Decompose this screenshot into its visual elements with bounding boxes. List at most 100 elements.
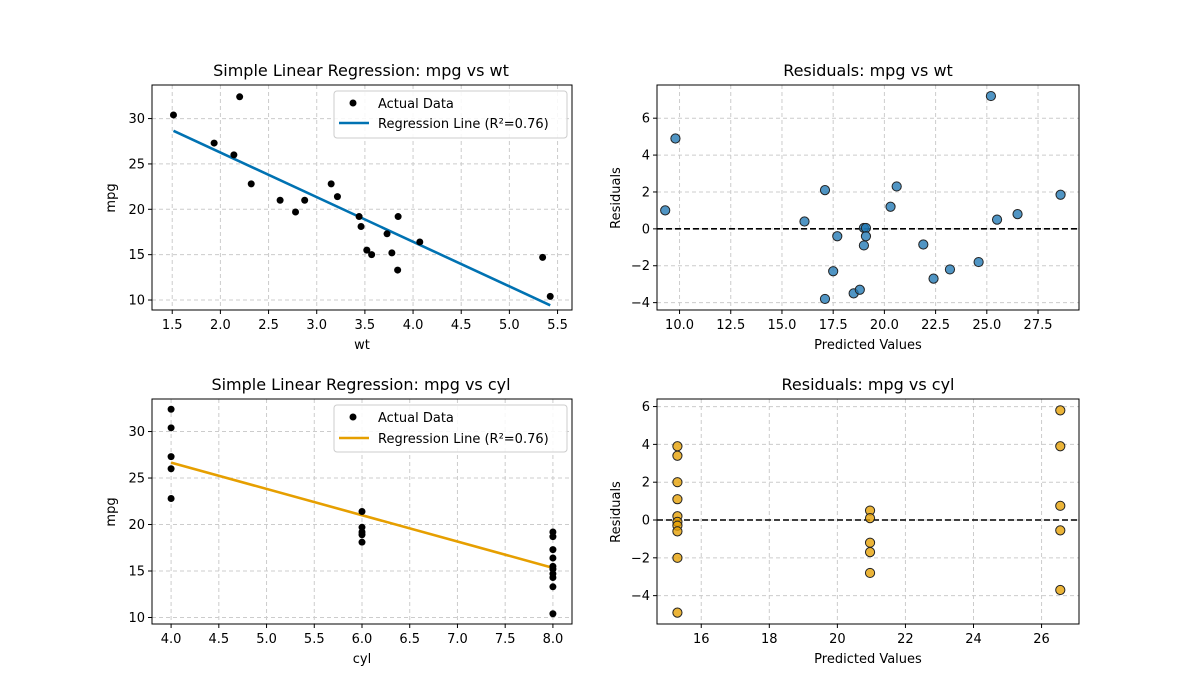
residual-point [858, 240, 870, 251]
y-axis-label: mpg [104, 183, 119, 212]
x-tick-label: 4.0 [161, 632, 182, 647]
y-ticks: 10 15 20 25 30 [128, 425, 152, 626]
data-point [358, 538, 366, 546]
data-point [358, 508, 366, 515]
data-point [383, 230, 391, 238]
y-tick-label: 25 [128, 157, 145, 172]
y-tick-label: 4 [642, 149, 650, 164]
data-point [333, 193, 341, 201]
legend-marker-actual-data [349, 413, 357, 421]
data-point [363, 246, 371, 254]
residual-point [985, 90, 997, 102]
data-point [327, 180, 335, 188]
data-point [169, 111, 177, 119]
x-tick-label: 20 [829, 632, 846, 647]
y-tick-label: 6 [642, 112, 650, 127]
x-axis-label: Predicted Values [814, 652, 922, 667]
residual-point [672, 607, 683, 618]
data-point [167, 494, 175, 502]
data-point [358, 531, 366, 539]
chart-title: Residuals: mpg vs cyl [782, 375, 955, 394]
residual-point [928, 273, 939, 284]
x-tick-label: 5.0 [256, 632, 277, 647]
x-tick-label: 20.0 [870, 318, 899, 333]
x-tick-label: 4.5 [451, 318, 472, 333]
regression-line [170, 461, 554, 570]
x-tick-label: 25.0 [972, 318, 1001, 333]
x-tick-label: 27.5 [1024, 318, 1053, 333]
residual-point [819, 293, 831, 305]
residual-point [832, 231, 843, 242]
residual-point [1055, 525, 1066, 536]
y-tick-label: 30 [128, 425, 145, 440]
data-point [394, 213, 402, 221]
x-tick-label: 3.0 [306, 318, 327, 333]
y-tick-label: 20 [128, 518, 145, 533]
x-tick-label: 24 [965, 632, 982, 647]
x-ticks: 16 18 20 22 24 26 [693, 624, 1050, 647]
x-tick-label: 3.5 [355, 318, 376, 333]
residual-point [1055, 584, 1066, 596]
data-point [394, 266, 402, 274]
x-ticks: 10.0 12.5 15.0 17.5 20.0 22.5 25.0 27.5 [665, 310, 1053, 333]
data-point [549, 574, 557, 582]
data-point [292, 208, 300, 216]
legend-box [333, 90, 568, 139]
points-layer [660, 90, 1066, 305]
residual-point [672, 477, 683, 488]
x-tick-label: 12.5 [716, 318, 745, 333]
residual-point [672, 441, 683, 452]
legend: Actual Data Regression Line (R²=0.76) [333, 90, 568, 139]
legend-box [333, 404, 568, 453]
x-tick-label: 7.0 [447, 632, 468, 647]
x-tick-label: 6.5 [399, 632, 420, 647]
x-tick-label: 10.0 [665, 318, 694, 333]
data-point [167, 453, 175, 461]
legend-label-regression-line: Regression Line (R²=0.76) [378, 117, 549, 132]
x-tick-label: 15.0 [767, 318, 796, 333]
residual-point [944, 264, 956, 275]
data-point [236, 93, 244, 101]
x-tick-label: 22.5 [921, 318, 950, 333]
x-tick-label: 5.5 [304, 632, 325, 647]
chart-title: Simple Linear Regression: mpg vs cyl [211, 375, 510, 394]
x-tick-label: 7.5 [495, 632, 516, 647]
data-point [167, 424, 175, 432]
data-point [210, 139, 218, 147]
y-tick-label: 4 [642, 438, 650, 453]
residual-point [828, 266, 839, 277]
x-ticks: 1.5 2.0 2.5 3.0 3.5 4.0 4.5 5.0 5.5 [162, 310, 568, 333]
x-ticks: 4.0 4.5 5.0 5.5 6.0 6.5 7.0 7.5 8.0 [161, 624, 563, 647]
x-axis-label: cyl [353, 652, 371, 667]
y-ticks: −4 −2 0 2 4 6 [631, 400, 657, 604]
residual-point [860, 231, 872, 242]
chart-title: Residuals: mpg vs wt [783, 61, 953, 80]
points-layer [169, 93, 554, 300]
residual-point [672, 450, 683, 461]
y-tick-label: 0 [642, 222, 650, 237]
chart-panel-mpg-vs-wt: Simple Linear Regression: mpg vs wt 1.5 2… [104, 61, 573, 353]
y-axis-label: mpg [104, 497, 119, 526]
y-tick-label: −2 [631, 259, 650, 274]
line-layer [170, 461, 554, 570]
x-tick-label: 2.5 [258, 318, 279, 333]
residual-point [891, 181, 902, 192]
residual-point [973, 256, 984, 268]
chart-panel-residuals-wt: Residuals: mpg vs wt 10.0 12.5 15.0 17.5 20.… [609, 61, 1080, 353]
data-point [549, 546, 557, 554]
data-point [230, 151, 238, 159]
data-point [247, 180, 255, 188]
y-tick-label: 25 [128, 472, 145, 487]
residual-point [864, 567, 876, 579]
x-tick-label: 5.5 [547, 318, 568, 333]
points-layer [672, 405, 1066, 618]
residual-point [799, 216, 810, 227]
x-tick-label: 26 [1033, 632, 1050, 647]
data-point [539, 253, 547, 261]
data-point [549, 533, 557, 541]
data-point [355, 213, 363, 221]
data-point [167, 405, 175, 413]
y-tick-label: 2 [642, 185, 650, 200]
residual-point [660, 205, 671, 216]
